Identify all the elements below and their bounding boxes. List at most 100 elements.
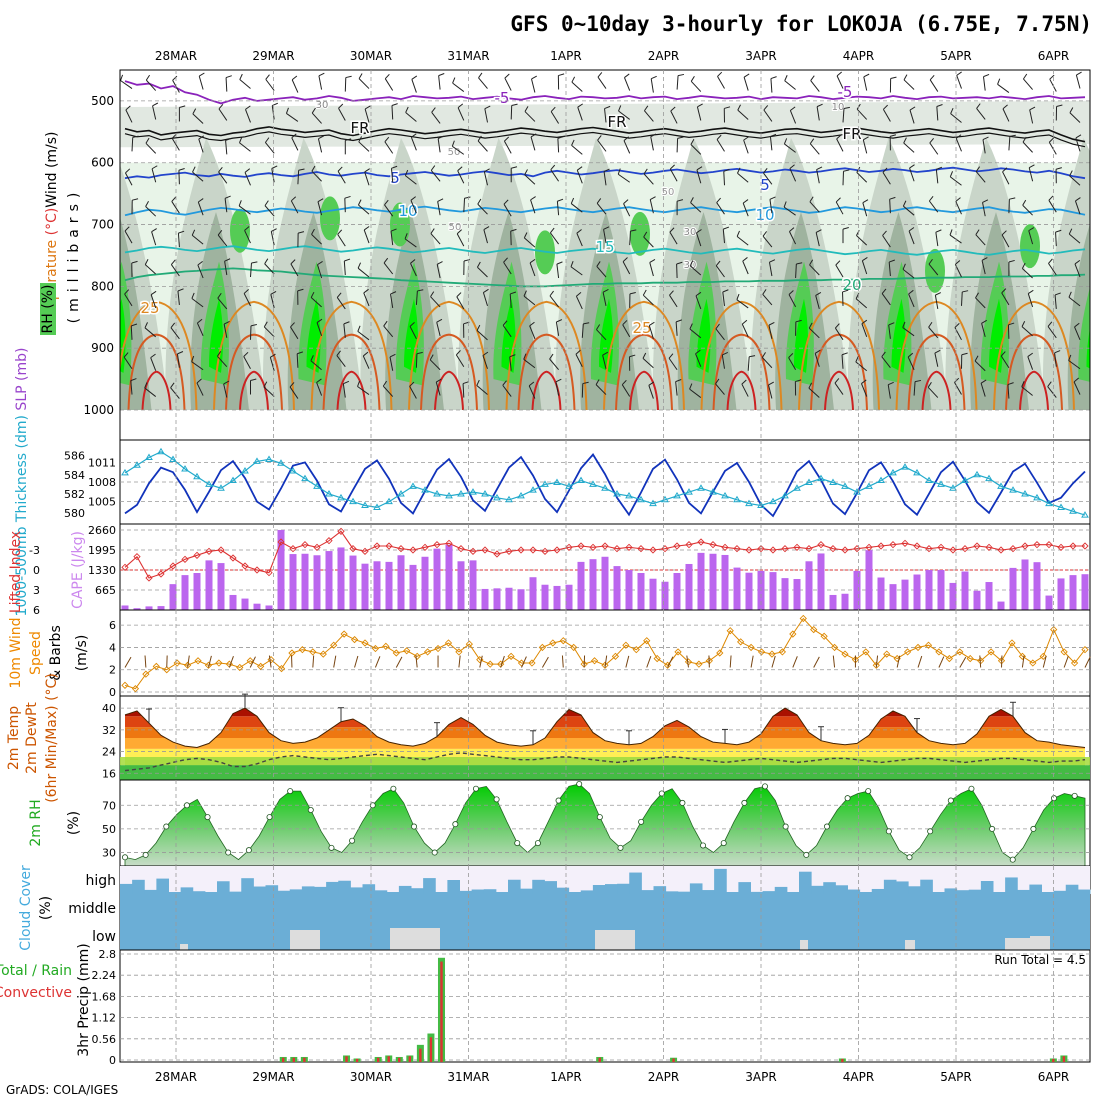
cloud-high-bar [617, 883, 630, 894]
cape-bar [133, 608, 141, 610]
upper-wind-barb [225, 137, 232, 155]
upper-wind-barb [151, 228, 157, 246]
upper-wind-barb [217, 229, 228, 247]
precip-conv-bar [303, 1057, 306, 1062]
thickness-marker [241, 466, 249, 474]
upper-wind-barb [581, 381, 589, 398]
upper-wind-barb [1055, 104, 1063, 121]
li-marker [889, 541, 897, 549]
li-marker [997, 546, 1005, 554]
li-marker [181, 555, 189, 563]
thickness-marker [889, 468, 897, 476]
upper-wind-barb [125, 105, 133, 123]
upper-wind-barb [357, 325, 370, 341]
upper-wind-barb [556, 261, 563, 279]
li-marker [121, 563, 129, 571]
cape-bar [697, 552, 705, 610]
upper-wind-barb [888, 322, 895, 339]
li-marker [313, 543, 321, 551]
contour-label: -5 [838, 83, 853, 101]
temp-tick-label: 24 [102, 746, 116, 759]
wind-speed-marker [382, 642, 390, 650]
wind-speed-marker [1081, 646, 1089, 654]
upper-wind-barb [860, 379, 868, 397]
slp-axis-label: SLP (mb) [14, 348, 30, 411]
cape-bar [853, 570, 861, 610]
upper-wind-barb [1069, 107, 1081, 123]
upper-wind-barb [510, 103, 518, 120]
upper-wind-barb [410, 259, 417, 277]
wind-speed-marker [142, 670, 150, 678]
rh-marker [906, 854, 913, 861]
wind-speed-marker [716, 649, 724, 657]
rh-marker [658, 790, 665, 797]
upper-wind-barb [250, 378, 257, 395]
upper-wind-barb [502, 320, 512, 338]
thickness-marker [829, 478, 837, 485]
temp-unit: (°C) [44, 208, 60, 236]
precip-total-label: Total / Rain [0, 963, 72, 979]
upper-wind-barb [176, 351, 184, 368]
upper-wind-barb [310, 291, 322, 308]
upper-wind-barb [956, 71, 962, 89]
wind-axis-title-3: & Barbs [48, 625, 64, 681]
wind-barb [561, 655, 564, 668]
cape-bar [685, 563, 693, 610]
cape-bar [553, 585, 561, 610]
wind-barb [813, 656, 820, 668]
wind-speed-marker [1039, 652, 1047, 660]
rh2m-panel: 30 50 70 2m RH (%) [28, 779, 1091, 867]
wind-barb [917, 655, 923, 668]
wind-speed-marker [163, 666, 171, 674]
upper-wind-barb [484, 105, 491, 123]
upper-wind-barb [431, 107, 441, 124]
thickness-marker [997, 482, 1005, 489]
wind-label: Wind (m/s) [44, 131, 60, 207]
upper-wind-barb [483, 226, 490, 244]
precip-conv-bar [672, 1058, 675, 1062]
rh-marker [947, 797, 954, 804]
upper-wind-barb [809, 196, 820, 213]
wind-tick-label: 2 [109, 664, 116, 677]
temp-band [125, 727, 1085, 738]
upper-wind-barb [271, 165, 278, 183]
contour-label: 30 [316, 100, 329, 111]
cape-bar [1069, 575, 1077, 610]
upper-wind-barb [1027, 289, 1034, 308]
upper-wind-barb [763, 105, 773, 122]
pressure-tick-label: 800 [91, 279, 114, 293]
upper-wind-barb [510, 228, 517, 246]
upper-wind-barb [888, 259, 895, 277]
cloud-high-bar [993, 892, 1006, 894]
thickness-marker [841, 482, 849, 489]
upper-wind-barb [435, 378, 442, 396]
upper-wind-barb [882, 167, 891, 185]
thickness-marker [517, 491, 525, 499]
rh-legend-swatch [40, 283, 56, 335]
contour-label: FR [842, 125, 861, 143]
cape-bar [1021, 559, 1029, 610]
upper-wind-barb [936, 104, 943, 121]
cloud-high-bar [338, 880, 351, 894]
cape-bar [673, 573, 681, 610]
wind-speed-marker [361, 639, 369, 647]
upper-wind-barb [191, 292, 204, 308]
upper-wind-barb [1001, 230, 1010, 248]
upper-wind-barb [689, 323, 702, 339]
cloud-high-bar [217, 881, 230, 894]
upper-wind-barb [577, 103, 583, 121]
upper-wind-barb [762, 231, 773, 248]
upper-wind-barb [862, 136, 869, 154]
li-marker [505, 547, 513, 555]
upper-wind-barb [676, 73, 685, 90]
wind-barb [1063, 656, 1069, 668]
upper-wind-barb [317, 198, 324, 216]
cloud-high-bar [277, 890, 291, 894]
li-marker [373, 542, 381, 550]
wind-barb [228, 656, 234, 668]
upper-wind-barb [975, 292, 986, 309]
upper-wind-barb [191, 355, 204, 371]
cape-bar [649, 578, 657, 610]
upper-wind-barb [575, 291, 583, 310]
upper-wind-barb [144, 382, 157, 397]
